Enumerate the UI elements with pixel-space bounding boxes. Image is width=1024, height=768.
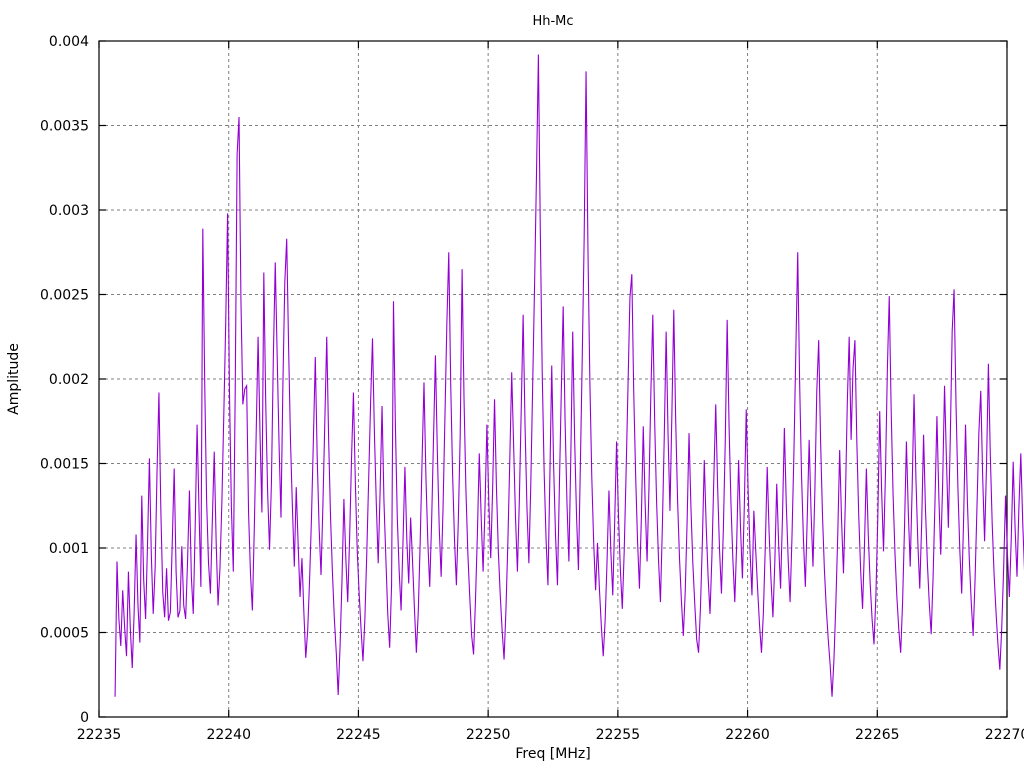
- x-axis-title: Freq [MHz]: [515, 746, 590, 762]
- y-tick-label: 0.004: [49, 34, 89, 50]
- y-axis-title: Amplitude: [6, 343, 22, 415]
- x-tick-label: 22250: [466, 727, 511, 743]
- x-tick-label: 22235: [77, 727, 122, 743]
- y-tick-label: 0.0005: [40, 626, 89, 642]
- y-tick-label: 0: [80, 710, 89, 726]
- plot-frame: [98, 40, 1008, 718]
- x-tick-label: 22260: [725, 727, 770, 743]
- x-tick-label: 22240: [206, 727, 251, 743]
- y-tick-label: 0.0035: [40, 119, 89, 135]
- x-tick-label: 22265: [855, 727, 900, 743]
- y-tick-label: 0.0025: [40, 288, 89, 304]
- data-series-line: [114, 54, 1024, 697]
- y-tick-label: 0.003: [49, 203, 89, 219]
- y-tick-labels: 0 0.0005 0.001 0.0015 0.002 0.0025 0.003 0.0035…: [40, 34, 89, 726]
- y-tick-label: 0.001: [49, 541, 89, 557]
- y-tick-label: 0.0015: [40, 457, 89, 473]
- x-tick-label: 22245: [336, 727, 381, 743]
- chart-title: Hh-Mc: [532, 14, 573, 29]
- x-tick-label: 22255: [596, 727, 641, 743]
- y-tick-label: 0.002: [49, 372, 89, 388]
